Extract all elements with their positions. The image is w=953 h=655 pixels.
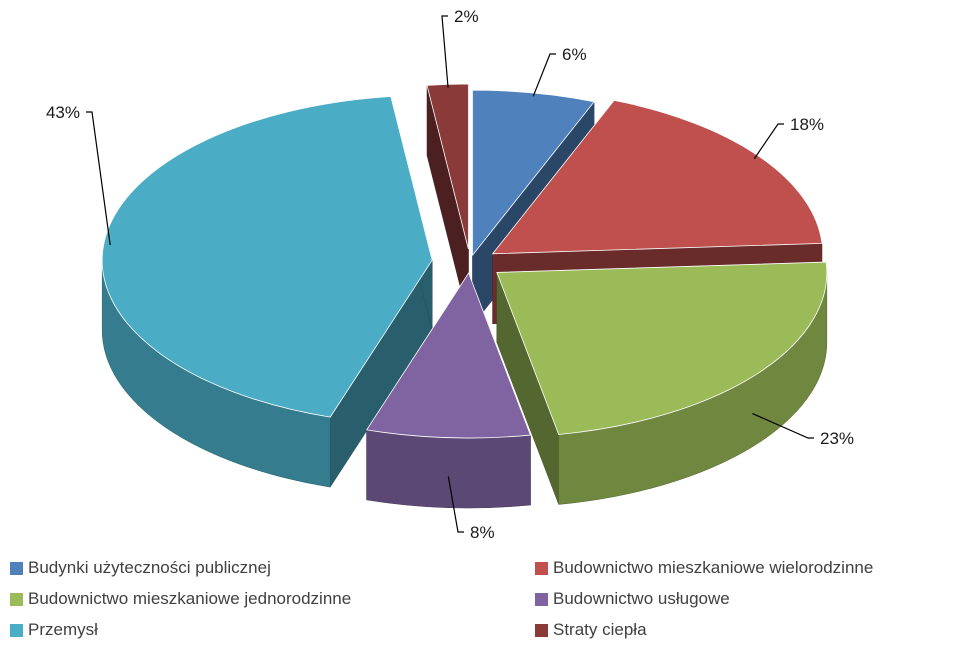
data-label-2: 23% — [820, 429, 854, 448]
legend-label: Straty ciepła — [553, 620, 647, 639]
legend-item: Przemysł — [10, 620, 535, 640]
leader-line-0 — [532, 53, 556, 97]
data-label-5: 2% — [454, 7, 479, 26]
data-label-3: 8% — [470, 523, 495, 542]
slice-outer-wall-3 — [366, 429, 531, 509]
leader-line-1 — [753, 123, 784, 160]
pie-labels: 6% 18% 23% 8% 43% 2% — [46, 7, 854, 542]
pie-slice-2 — [496, 261, 828, 435]
pie-slice-4 — [101, 96, 433, 418]
pie-slice-1 — [491, 99, 823, 255]
leader-line-4 — [86, 111, 111, 246]
legend-item: Budownictwo usługowe — [535, 589, 950, 609]
legend-label: Przemysł — [28, 620, 98, 639]
data-label-0: 6% — [562, 45, 587, 64]
legend-swatch — [10, 592, 23, 606]
leader-line-2 — [752, 412, 814, 439]
legend-item: Budynki użyteczności publicznej — [10, 558, 535, 578]
legend-label: Budownictwo usługowe — [553, 589, 730, 608]
legend-item: Straty ciepła — [535, 620, 950, 640]
legend-item: Budownictwo mieszkaniowe jednorodzinne — [10, 589, 535, 609]
leader-line-5 — [441, 15, 449, 88]
data-label-1: 18% — [790, 115, 824, 134]
chart-legend: Budynki użyteczności publicznej Budownict… — [10, 558, 950, 640]
leader-line-3 — [447, 476, 464, 533]
legend-swatch — [535, 592, 548, 606]
legend-swatch — [10, 561, 23, 575]
legend-label: Budynki użyteczności publicznej — [28, 558, 271, 577]
legend-item: Budownictwo mieszkaniowe wielorodzinne — [535, 558, 950, 578]
legend-swatch — [535, 623, 548, 637]
legend-label: Budownictwo mieszkaniowe jednorodzinne — [28, 589, 352, 608]
legend-label: Budownictwo mieszkaniowe wielorodzinne — [553, 558, 874, 577]
legend-swatch — [10, 623, 23, 637]
pie-slice-3 — [365, 272, 532, 439]
data-label-4: 43% — [46, 103, 80, 122]
pie-tops — [101, 83, 828, 439]
legend-swatch — [535, 561, 548, 575]
